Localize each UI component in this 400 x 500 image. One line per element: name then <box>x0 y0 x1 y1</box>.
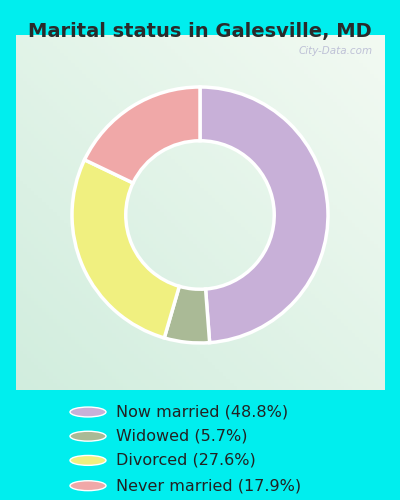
Circle shape <box>70 481 106 490</box>
Wedge shape <box>200 87 328 343</box>
Circle shape <box>70 431 106 441</box>
Circle shape <box>70 407 106 417</box>
Circle shape <box>70 456 106 466</box>
Wedge shape <box>84 87 200 183</box>
Text: Never married (17.9%): Never married (17.9%) <box>116 478 301 493</box>
Text: Widowed (5.7%): Widowed (5.7%) <box>116 428 248 444</box>
Wedge shape <box>164 286 210 343</box>
Wedge shape <box>72 160 179 338</box>
Text: Marital status in Galesville, MD: Marital status in Galesville, MD <box>28 22 372 42</box>
Text: City-Data.com: City-Data.com <box>299 46 373 56</box>
Text: Divorced (27.6%): Divorced (27.6%) <box>116 453 256 468</box>
Text: Now married (48.8%): Now married (48.8%) <box>116 404 288 419</box>
